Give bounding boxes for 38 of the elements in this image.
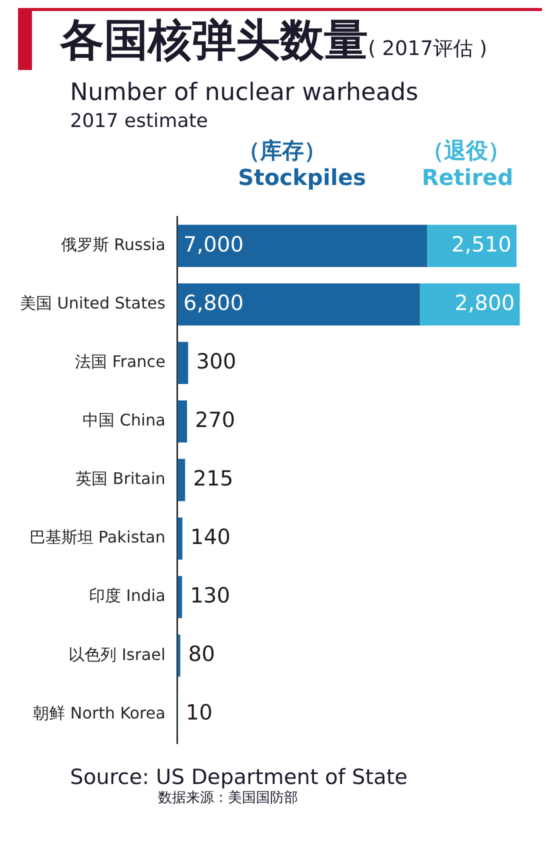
text: ( 2017评估 ) bbox=[368, 36, 488, 60]
data-label: 215 bbox=[193, 466, 234, 490]
y-tick-label: 中国 China bbox=[82, 410, 166, 430]
data-label: 270 bbox=[195, 408, 236, 432]
chart-subtitle: Number of nuclear warheads bbox=[69, 78, 420, 106]
y-tick-label: 巴基斯坦 Pakistan bbox=[29, 528, 166, 547]
bar bbox=[177, 283, 420, 326]
bar bbox=[427, 224, 517, 267]
bar bbox=[177, 342, 188, 384]
y-tick-label: 俄罗斯 Russia bbox=[60, 235, 166, 254]
y-tick-label: 印度 India bbox=[89, 586, 166, 606]
source-note: 数据来源：美国国防部 bbox=[157, 789, 299, 807]
bar bbox=[177, 224, 428, 267]
bar bbox=[177, 634, 180, 677]
bar bbox=[177, 458, 186, 502]
y-tick-label: 法国 France bbox=[75, 352, 166, 372]
y-tick-label: 以色列 Israel bbox=[68, 644, 166, 664]
data-label: 2,800 bbox=[454, 290, 515, 315]
y-tick-label: 朝鲜 North Korea bbox=[33, 703, 166, 722]
y-tick-label: 英国 Britain bbox=[76, 469, 166, 488]
y-tick-label: 美国 United States bbox=[20, 294, 166, 313]
data-label: 6,800 bbox=[183, 290, 244, 315]
data-label: 2,510 bbox=[451, 232, 512, 256]
data-label: 130 bbox=[190, 584, 230, 608]
bar bbox=[177, 400, 188, 443]
series-label: （退役） Retired bbox=[422, 138, 514, 191]
chart-title: 各国核弹头数量 bbox=[60, 15, 368, 66]
text: 2017 estimate bbox=[69, 110, 210, 132]
data-label: 140 bbox=[190, 524, 231, 549]
bar bbox=[420, 283, 520, 326]
data-label: 300 bbox=[196, 349, 236, 374]
bar bbox=[177, 576, 182, 618]
data-label: 7,000 bbox=[183, 232, 244, 256]
source-note: Source: US Department of State bbox=[69, 765, 409, 789]
series-label: （库存） Stockpiles bbox=[238, 138, 367, 191]
data-label: 10 bbox=[186, 700, 213, 725]
data-label: 80 bbox=[188, 642, 216, 666]
bar bbox=[177, 517, 182, 560]
